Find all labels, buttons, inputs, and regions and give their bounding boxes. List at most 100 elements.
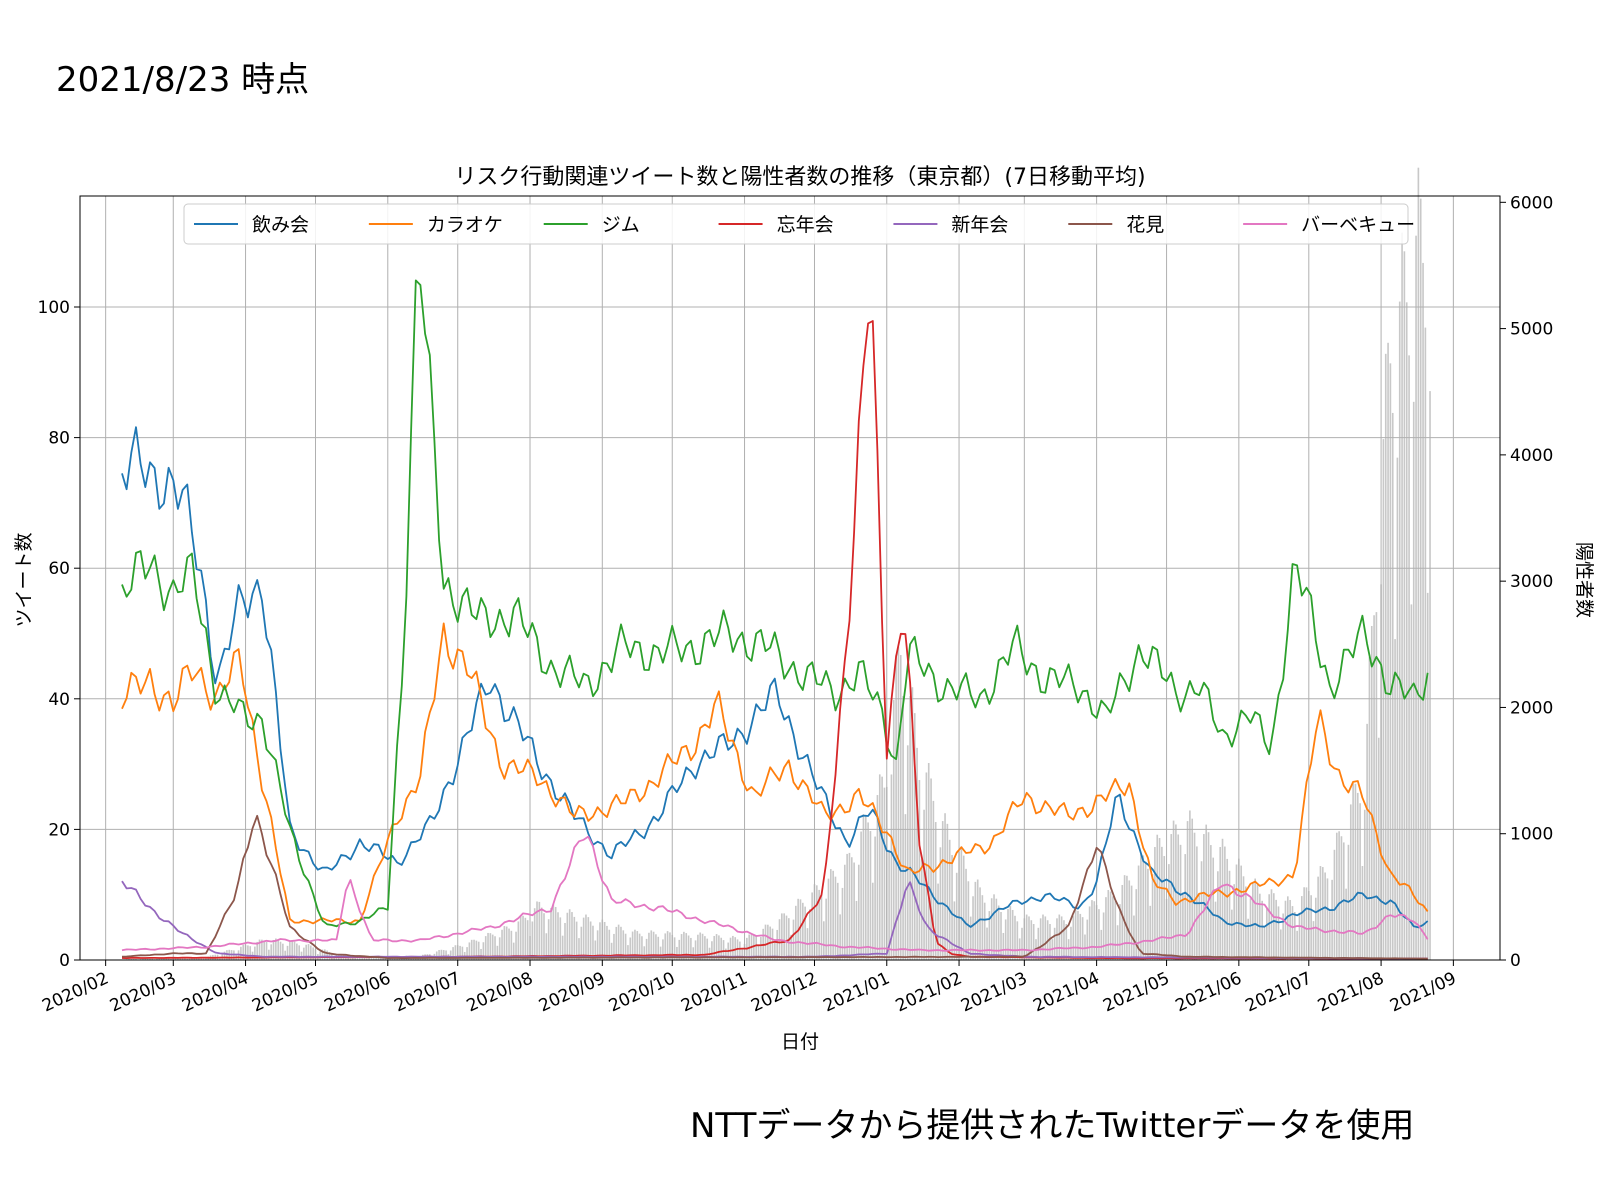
positive-cases-bar: [258, 939, 261, 960]
positive-cases-bar: [834, 876, 837, 960]
positive-cases-bar: [1140, 853, 1142, 960]
positive-cases-bar: [1102, 912, 1105, 960]
positive-cases-bar: [902, 696, 904, 960]
positive-cases-bar: [1231, 909, 1233, 960]
positive-cases-bar: [1256, 884, 1259, 960]
positive-cases-bar: [617, 924, 620, 960]
positive-cases-bar: [550, 907, 552, 960]
positive-cases-bar: [268, 949, 270, 960]
positive-cases-bar: [580, 926, 583, 960]
positive-cases-bar: [468, 942, 471, 960]
positive-cases-bar: [188, 958, 191, 960]
positive-cases-bar: [1123, 875, 1126, 960]
positive-cases-bar: [1191, 818, 1194, 960]
positive-cases-bar: [1177, 834, 1180, 960]
positive-cases-bar: [753, 935, 755, 960]
positive-cases-bar: [517, 921, 520, 960]
x-axis-label: 日付: [781, 1031, 819, 1053]
left-y-axis: 0 20 40 60 80 100: [38, 298, 80, 971]
positive-cases-bar: [370, 956, 373, 960]
positive-cases-bar: [1147, 868, 1149, 960]
positive-cases-bar: [1328, 911, 1331, 960]
positive-cases-bar: [1063, 920, 1065, 960]
positive-cases-bar: [1070, 926, 1072, 960]
positive-cases-bar: [799, 899, 802, 960]
positive-cases-bar: [515, 931, 517, 960]
positive-cases-bar: [223, 951, 226, 960]
x-tick-label: 2020/10: [606, 968, 678, 1016]
positive-cases-bar: [811, 892, 813, 960]
positive-cases-bar: [890, 774, 893, 960]
positive-cases-bar: [638, 933, 641, 960]
positive-cases-bar: [1333, 849, 1336, 960]
positive-cases-bar: [610, 942, 613, 960]
legend-entry: 新年会: [951, 214, 1008, 236]
legend: 飲み会 カラオケ ジム 忘年会 新年会 花見 バーベキュー: [183, 203, 1415, 245]
positive-cases-bar: [687, 935, 690, 960]
positive-cases-bar: [296, 943, 298, 960]
positive-cases-bar: [704, 936, 706, 960]
x-tick-label: 2020/11: [678, 968, 750, 1016]
positive-cases-bar: [1074, 910, 1077, 960]
positive-cases-bar: [578, 938, 580, 960]
positive-cases-bar: [142, 958, 144, 960]
plot-background: [80, 196, 1500, 960]
positive-cases-bar: [1072, 915, 1075, 960]
y-tick-label: 80: [48, 429, 70, 449]
positive-cases-bar: [664, 933, 667, 960]
positive-cases-bar: [1161, 846, 1163, 960]
positive-cases-bar: [1338, 831, 1340, 960]
positive-cases-bar: [1093, 901, 1096, 960]
positive-cases-bar: [892, 700, 895, 960]
positive-cases-bar: [804, 906, 806, 960]
positive-cases-bar: [627, 945, 629, 960]
positive-cases-bar: [321, 949, 324, 960]
positive-cases-bar: [326, 950, 328, 960]
positive-cases-bar: [198, 957, 200, 960]
positive-cases-bar: [363, 957, 366, 960]
positive-cases-bar: [1193, 832, 1196, 960]
positive-cases-bar: [1273, 893, 1275, 960]
positive-cases-bar: [1042, 914, 1044, 960]
positive-cases-bar: [531, 921, 534, 960]
y2-tick-label: 5000: [1510, 320, 1553, 340]
positive-cases-bar: [1004, 919, 1007, 960]
positive-cases-bar: [354, 957, 356, 960]
x-tick-label: 2020/02: [39, 968, 111, 1016]
positive-cases-bar: [477, 941, 480, 960]
positive-cases-bar: [678, 939, 681, 960]
positive-cases-bar: [1277, 906, 1280, 960]
positive-cases-bar: [1300, 896, 1303, 960]
positive-cases-bar: [494, 936, 496, 960]
positive-cases-bar: [200, 957, 203, 960]
positive-cases-bar: [1398, 301, 1401, 960]
positive-cases-bar: [592, 925, 594, 960]
y2-tick-label: 4000: [1510, 446, 1553, 466]
positive-cases-bar: [491, 934, 494, 960]
legend-entry: 飲み会: [252, 214, 309, 236]
positive-cases-bar: [1226, 858, 1229, 960]
positive-cases-bar: [1287, 896, 1289, 960]
positive-cases-bar: [1389, 363, 1392, 960]
positive-cases-bar: [643, 946, 646, 960]
positive-cases-bar: [1009, 906, 1012, 960]
positive-cases-bar: [505, 926, 508, 960]
positive-cases-bar: [398, 958, 401, 960]
positive-cases-bar: [820, 894, 823, 960]
plot-frame: [79, 195, 1501, 961]
positive-cases-bar: [1016, 921, 1019, 960]
positive-cases-bar: [351, 957, 354, 960]
positive-cases-bar: [435, 951, 438, 960]
positive-cases-bar: [608, 929, 611, 960]
positive-cases-bar: [1403, 251, 1406, 960]
positive-cases-bar: [568, 909, 571, 960]
positive-cases-bar: [827, 878, 830, 960]
positive-cases-bar: [613, 933, 615, 960]
positive-cases-bar: [1377, 737, 1380, 960]
positive-cases-bar: [1151, 874, 1154, 960]
x-tick-label: 2021/08: [1315, 968, 1387, 1016]
positive-cases-bar: [508, 928, 510, 960]
positive-cases-bar: [545, 933, 548, 960]
positive-cases-bar: [1312, 921, 1315, 960]
